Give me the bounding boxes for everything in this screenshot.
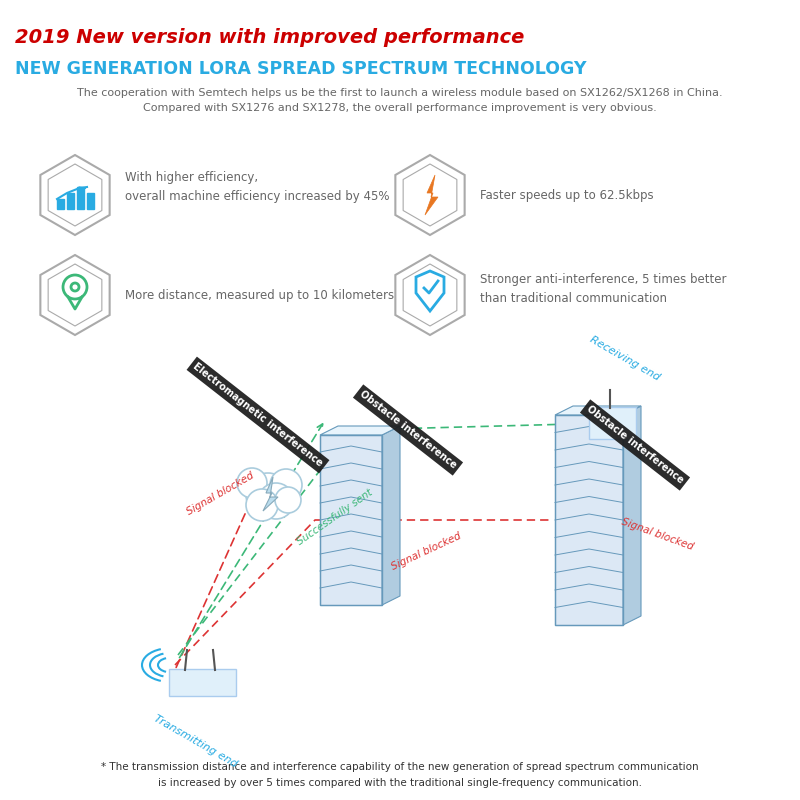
Text: Obstacle interference: Obstacle interference xyxy=(358,389,458,471)
Polygon shape xyxy=(320,426,400,435)
FancyBboxPatch shape xyxy=(589,407,636,439)
Polygon shape xyxy=(263,477,278,511)
Polygon shape xyxy=(425,175,438,215)
Text: The cooperation with Semtech helps us be the first to launch a wireless module b: The cooperation with Semtech helps us be… xyxy=(77,88,723,98)
Text: NEW GENERATION LORA SPREAD SPECTRUM TECHNOLOGY: NEW GENERATION LORA SPREAD SPECTRUM TECH… xyxy=(15,60,586,78)
Bar xyxy=(57,199,64,209)
Bar xyxy=(555,415,623,625)
Circle shape xyxy=(246,489,278,521)
Text: * The transmission distance and interference capability of the new generation of: * The transmission distance and interfer… xyxy=(101,762,699,772)
FancyBboxPatch shape xyxy=(169,669,236,696)
Text: Compared with SX1276 and SX1278, the overall performance improvement is very obv: Compared with SX1276 and SX1278, the ove… xyxy=(143,103,657,113)
Text: Successfully sent: Successfully sent xyxy=(295,487,374,547)
Text: More distance, measured up to 10 kilometers: More distance, measured up to 10 kilomet… xyxy=(125,289,394,302)
Bar xyxy=(555,415,623,625)
Text: is increased by over 5 times compared with the traditional single-frequency comm: is increased by over 5 times compared wi… xyxy=(158,778,642,788)
Circle shape xyxy=(258,483,294,519)
Bar xyxy=(67,193,74,209)
Bar xyxy=(320,435,382,605)
Circle shape xyxy=(270,469,302,501)
Text: Signal blocked: Signal blocked xyxy=(390,531,463,572)
Circle shape xyxy=(237,468,267,498)
Text: Electromagnetic interference: Electromagnetic interference xyxy=(191,362,325,469)
Polygon shape xyxy=(623,406,641,625)
Bar xyxy=(320,435,382,605)
Polygon shape xyxy=(555,406,641,415)
Text: Stronger anti-interference, 5 times better
than traditional communication: Stronger anti-interference, 5 times bett… xyxy=(480,273,726,305)
Polygon shape xyxy=(382,426,400,605)
Text: With higher efficiency,
overall machine efficiency increased by 45%: With higher efficiency, overall machine … xyxy=(125,171,390,203)
Text: Transmitting end: Transmitting end xyxy=(151,713,238,769)
Text: Signal blocked: Signal blocked xyxy=(185,470,256,517)
Circle shape xyxy=(275,487,301,513)
Text: Obstacle interference: Obstacle interference xyxy=(585,404,686,486)
Bar xyxy=(77,187,84,209)
Text: Faster speeds up to 62.5kbps: Faster speeds up to 62.5kbps xyxy=(480,189,654,202)
Text: Signal blocked: Signal blocked xyxy=(620,517,694,552)
Text: Receiving end: Receiving end xyxy=(588,334,662,383)
Circle shape xyxy=(246,473,290,517)
Bar xyxy=(87,193,94,209)
Text: 2019 New version with improved performance: 2019 New version with improved performan… xyxy=(15,28,524,47)
